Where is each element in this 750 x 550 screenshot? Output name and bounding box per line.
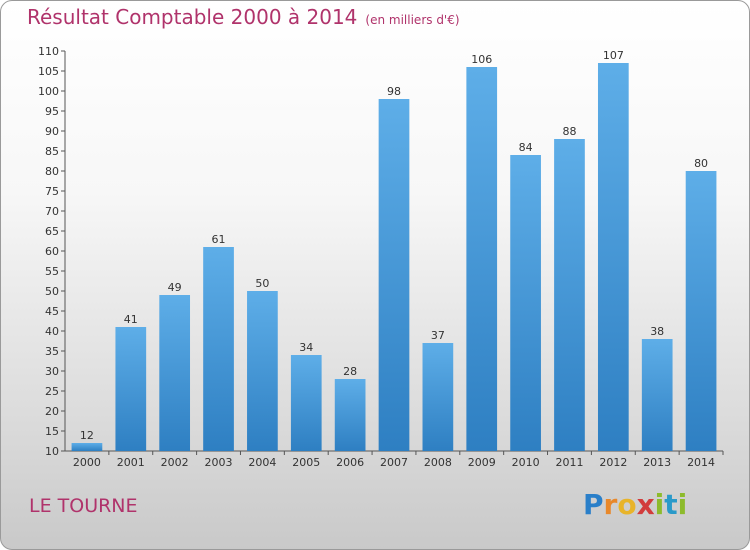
bar-value-label: 88 [562, 125, 576, 138]
x-tick-label: 2004 [248, 456, 276, 469]
bar [685, 171, 717, 451]
bar [422, 343, 454, 451]
y-tick-label: 40 [45, 325, 59, 338]
y-tick-label: 60 [45, 245, 59, 258]
bar-value-label: 28 [343, 365, 357, 378]
y-tick-label: 95 [45, 105, 59, 118]
bar-value-label: 50 [255, 277, 269, 290]
y-tick-label: 20 [45, 405, 59, 418]
y-tick-label: 30 [45, 365, 59, 378]
y-tick-label: 100 [38, 85, 59, 98]
bar-value-label: 38 [650, 325, 664, 338]
logo-letter: i [677, 488, 688, 521]
x-tick-label: 2008 [424, 456, 452, 469]
y-tick-label: 55 [45, 265, 59, 278]
bar [203, 247, 234, 451]
logo-letter: t [664, 488, 678, 521]
chart-subtitle: (en milliers d'€) [365, 13, 460, 27]
x-tick-label: 2011 [555, 456, 583, 469]
bar [71, 443, 103, 451]
y-tick-label: 85 [45, 145, 59, 158]
x-tick-label: 2000 [73, 456, 101, 469]
bar [554, 139, 585, 451]
y-tick-label: 50 [45, 285, 59, 298]
y-tick-label: 35 [45, 345, 59, 358]
y-tick-label: 90 [45, 125, 59, 138]
x-tick-label: 2003 [205, 456, 233, 469]
logo-letter: P [583, 488, 604, 521]
bar [641, 339, 673, 451]
y-tick-label: 45 [45, 305, 59, 318]
proxiti-logo: Proxiti [583, 488, 687, 521]
x-tick-label: 2002 [161, 456, 189, 469]
bar-value-label: 106 [471, 53, 492, 66]
bar [466, 67, 498, 451]
logo-letter: o [617, 488, 637, 521]
bar-value-label: 98 [387, 85, 401, 98]
x-tick-label: 2013 [643, 456, 671, 469]
y-tick-label: 15 [45, 425, 59, 438]
bar-value-label: 49 [168, 281, 182, 294]
logo-letter: i [654, 488, 665, 521]
bar [290, 355, 322, 451]
bar [510, 155, 541, 451]
bar [247, 291, 278, 451]
bar-value-label: 107 [603, 49, 624, 62]
bar-value-label: 61 [212, 233, 226, 246]
x-tick-label: 2006 [336, 456, 364, 469]
city-name: LE TOURNE [29, 495, 138, 517]
y-tick-label: 105 [38, 65, 59, 78]
y-tick-label: 65 [45, 225, 59, 238]
bar-value-label: 34 [299, 341, 313, 354]
logo-letter: r [603, 488, 618, 521]
x-tick-label: 2014 [687, 456, 715, 469]
bar-value-label: 37 [431, 329, 445, 342]
chart-title-block: Résultat Comptable 2000 à 2014 (en millie… [27, 5, 460, 29]
chart-title: Résultat Comptable 2000 à 2014 [27, 5, 358, 29]
y-tick-label: 75 [45, 185, 59, 198]
bar [597, 63, 629, 451]
x-tick-label: 2001 [117, 456, 145, 469]
bar [334, 379, 366, 451]
y-tick-label: 25 [45, 385, 59, 398]
bar-value-label: 80 [694, 157, 708, 170]
y-tick-label: 80 [45, 165, 59, 178]
logo-letter: x [636, 488, 655, 521]
x-tick-label: 2005 [292, 456, 320, 469]
bar [115, 327, 147, 451]
y-tick-label: 110 [38, 45, 59, 58]
y-tick-label: 70 [45, 205, 59, 218]
x-tick-label: 2012 [599, 456, 627, 469]
bar [378, 99, 410, 451]
y-tick-label: 10 [45, 445, 59, 458]
bar-value-label: 12 [80, 429, 94, 442]
bar-value-label: 41 [124, 313, 138, 326]
bar [159, 295, 191, 451]
x-tick-label: 2009 [468, 456, 496, 469]
x-tick-label: 2010 [512, 456, 540, 469]
bar-value-label: 84 [519, 141, 533, 154]
x-tick-label: 2007 [380, 456, 408, 469]
